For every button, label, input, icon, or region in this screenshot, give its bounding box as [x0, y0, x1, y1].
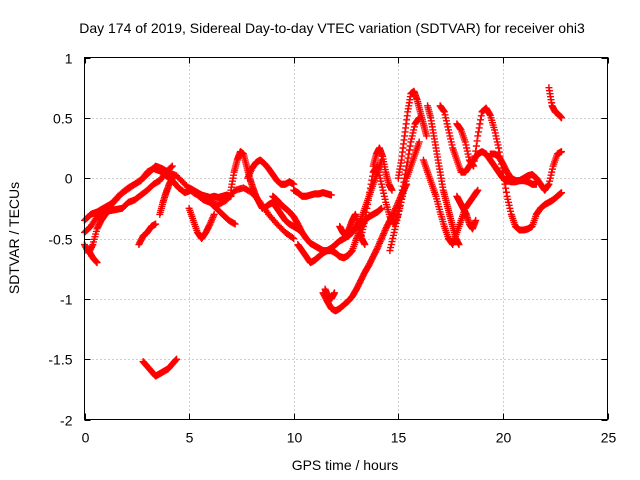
series-arc-6	[156, 174, 176, 218]
data-point	[361, 241, 369, 249]
chart-title: Day 174 of 2019, Sidereal Day-to-day VTE…	[79, 20, 585, 36]
axis-ticks	[84, 57, 609, 421]
data-point	[415, 138, 423, 146]
series-arc-29	[545, 84, 565, 122]
data-point	[474, 186, 482, 194]
data-point	[472, 216, 480, 224]
data-point	[557, 189, 565, 197]
data-point	[388, 186, 396, 194]
data-point	[167, 163, 175, 171]
series-arc-15	[294, 204, 386, 267]
series-arc-20	[369, 144, 396, 194]
x-axis-label: GPS time / hours	[292, 457, 399, 473]
data-point	[330, 289, 338, 297]
data-point	[455, 241, 463, 249]
series-arc-8	[185, 184, 235, 201]
x-tick-label: 0	[82, 430, 90, 446]
data-point	[327, 191, 335, 199]
series-arc-21	[386, 138, 423, 255]
series-arc-23	[419, 156, 482, 249]
series-arc-22	[394, 87, 431, 182]
data-point	[152, 220, 160, 228]
series-arc-28	[486, 148, 565, 194]
data-point	[378, 204, 386, 212]
series-arc-14	[290, 186, 335, 200]
series-arc-3	[81, 162, 176, 236]
series-arc-5	[135, 220, 160, 249]
series-arc-24	[424, 102, 463, 249]
x-tick-labels: 0 5 10 15 20 25	[82, 430, 617, 446]
series-arc-10	[227, 148, 266, 212]
plot-frame	[84, 57, 608, 420]
x-tick-label: 15	[391, 430, 407, 446]
y-tick-label: 1	[65, 51, 73, 67]
data-point	[93, 259, 101, 267]
y-tick-label: -1	[60, 292, 73, 308]
series-arc-7	[139, 355, 181, 380]
data-point	[290, 180, 298, 188]
x-tick-label: 10	[287, 430, 303, 446]
data-point	[557, 148, 565, 156]
series-arc-17	[321, 285, 338, 303]
data-point	[231, 220, 239, 228]
data-point	[168, 174, 176, 182]
x-tick-label: 25	[601, 430, 617, 446]
y-tick-label: -0.5	[48, 232, 72, 248]
data-point	[288, 233, 296, 241]
data-point	[210, 210, 218, 218]
y-tick-label: -2	[60, 413, 73, 429]
y-tick-label: 0	[65, 171, 73, 187]
data-point	[290, 235, 298, 242]
series-arc-4	[85, 247, 101, 267]
data-point	[557, 114, 565, 122]
data-point	[423, 132, 431, 140]
data-points	[81, 84, 565, 380]
x-tick-label: 5	[186, 430, 194, 446]
data-point	[173, 355, 181, 363]
series-arc-9	[185, 204, 218, 242]
y-tick-labels: -2 -1.5 -1 -0.5 0 0.5 1	[48, 51, 72, 429]
series-arc-19	[357, 114, 423, 242]
y-tick-label: 0.5	[53, 111, 73, 127]
data-point	[227, 192, 235, 200]
series-arc-26	[453, 192, 480, 233]
series-arc-27	[453, 104, 565, 234]
data-point	[168, 162, 176, 170]
series-arc-11	[244, 156, 298, 188]
y-tick-label: -1.5	[48, 352, 72, 368]
x-tick-label: 20	[496, 430, 512, 446]
y-axis-label: SDTVAR / TECUs	[6, 182, 22, 294]
